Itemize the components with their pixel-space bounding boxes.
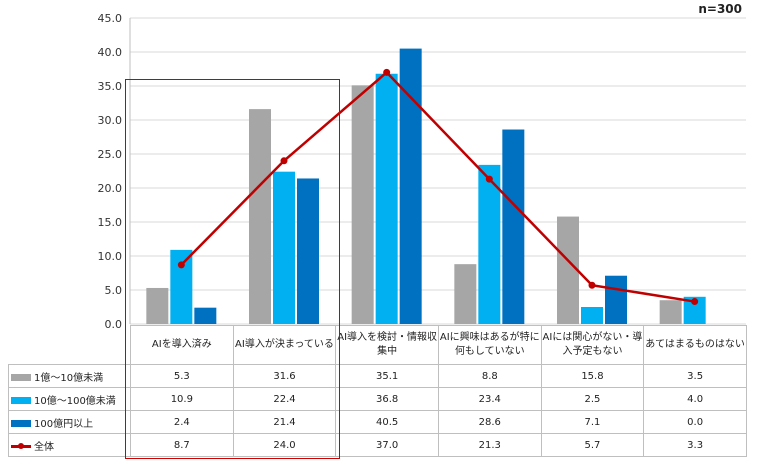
- data-cell: 2.4: [130, 410, 234, 434]
- table-row: 100億円以上 2.4 21.4 40.5 28.6 7.1 0.0: [8, 410, 747, 434]
- bar: [683, 296, 706, 324]
- legend-line-swatch: [11, 443, 31, 450]
- bar: [557, 216, 579, 324]
- legend-swatch: [11, 397, 31, 404]
- data-cell: 10.9: [130, 387, 234, 411]
- legend-label: 10億～100億未満: [34, 395, 116, 407]
- legend-entry: 100億円以上: [8, 410, 131, 434]
- line-point: [280, 157, 288, 165]
- sample-size-note: n=300: [698, 2, 742, 16]
- line-point: [691, 298, 699, 306]
- legend-entry: 1億～10億未満: [8, 364, 131, 388]
- legend-swatch: [11, 420, 31, 427]
- data-cell: 15.8: [540, 364, 645, 388]
- bar: [399, 48, 422, 324]
- series-line: [180, 70, 695, 303]
- bar: [146, 287, 169, 324]
- y-tick-label: 10.0: [98, 250, 123, 263]
- category-label: AI導入を検討・情報収集中: [335, 325, 439, 365]
- data-cell: 8.8: [437, 364, 542, 388]
- y-tick-label: 15.0: [98, 216, 123, 229]
- legend-entry: 全体: [8, 433, 131, 457]
- bar: [249, 109, 271, 325]
- legend-swatch: [11, 374, 31, 381]
- legend-label: 100億円以上: [34, 418, 94, 430]
- data-cell: 0.0: [643, 410, 747, 434]
- category-label: AI導入が決まっている: [232, 325, 337, 365]
- y-tick-label: 25.0: [98, 148, 123, 161]
- data-cell: 31.6: [232, 364, 337, 388]
- data-cell: 2.5: [540, 387, 645, 411]
- legend-label: 1億～10億未満: [34, 372, 104, 384]
- data-cell: 23.4: [437, 387, 542, 411]
- data-cell: 5.7: [540, 433, 645, 457]
- category-label: あてはまるものはない: [643, 325, 747, 365]
- line-point: [383, 68, 391, 76]
- y-tick-label: 40.0: [98, 46, 123, 59]
- bar: [502, 129, 525, 324]
- category-header-row: AIを導入済み AI導入が決まっている AI導入を検討・情報収集中 AIに興味はあるが…: [8, 325, 747, 365]
- bar: [351, 85, 374, 324]
- data-cell: 8.7: [130, 433, 234, 457]
- chart-plot: n=300 0.05.010.015.020.025.030.035.040.0…: [98, 2, 746, 330]
- y-tick-label: 35.0: [98, 80, 123, 93]
- line-point: [485, 175, 493, 183]
- category-label: AIを導入済み: [130, 325, 234, 365]
- bar: [194, 307, 217, 324]
- data-cell: 40.5: [335, 410, 439, 434]
- y-tick-label: 5.0: [105, 284, 123, 297]
- data-cell: 3.5: [643, 364, 747, 388]
- table-corner: [8, 325, 131, 365]
- bar: [605, 275, 627, 324]
- line-point: [177, 261, 185, 269]
- y-tick-label: 45.0: [98, 12, 123, 25]
- y-tick-label: 20.0: [98, 182, 123, 195]
- table-row: 全体 8.7 24.0 37.0 21.3 5.7 3.3: [8, 433, 747, 457]
- bar: [273, 171, 295, 324]
- data-cell: 37.0: [335, 433, 439, 457]
- bar: [454, 264, 477, 324]
- category-label: AIには関心がない・導入予定もない: [540, 325, 645, 365]
- data-cell: 21.3: [437, 433, 542, 457]
- data-cell: 7.1: [540, 410, 645, 434]
- data-cell: 4.0: [643, 387, 747, 411]
- table-row: 10億～100億未満 10.9 22.4 36.8 23.4 2.5 4.0: [8, 387, 747, 411]
- data-cell: 22.4: [232, 387, 337, 411]
- legend-label: 全体: [34, 441, 54, 453]
- bar: [659, 300, 682, 324]
- legend-entry: 10億～100億未満: [8, 387, 131, 411]
- data-cell: 36.8: [335, 387, 439, 411]
- data-cell: 28.6: [437, 410, 542, 434]
- data-cell: 24.0: [232, 433, 337, 457]
- bar: [170, 249, 193, 324]
- table-row: 1億～10億未満 5.3 31.6 35.1 8.8 15.8 3.5: [8, 364, 747, 388]
- data-cell: 35.1: [335, 364, 439, 388]
- bar: [478, 164, 501, 324]
- bar: [581, 307, 603, 324]
- data-cell: 3.3: [643, 433, 747, 457]
- bar: [297, 178, 319, 324]
- data-cell: 21.4: [232, 410, 337, 434]
- category-label: AIに興味はあるが特に何もしていない: [437, 325, 542, 365]
- bar: [375, 73, 398, 324]
- y-tick-label: 30.0: [98, 114, 123, 127]
- data-table: AIを導入済み AI導入が決まっている AI導入を検討・情報収集中 AIに興味はあるが…: [8, 325, 747, 457]
- line-point: [588, 281, 596, 289]
- data-cell: 5.3: [130, 364, 234, 388]
